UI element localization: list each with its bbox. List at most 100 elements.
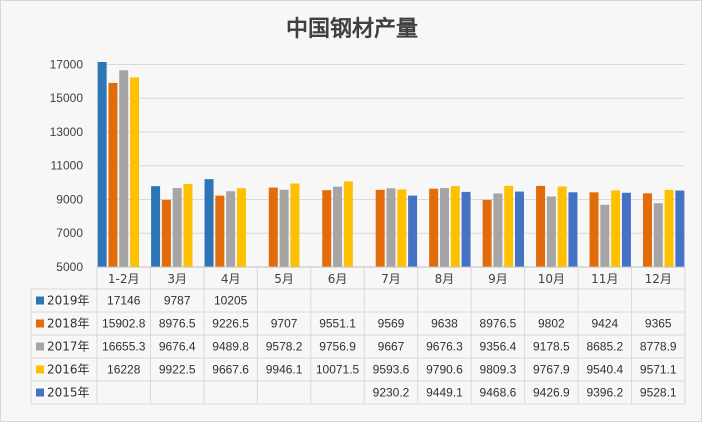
bar <box>621 192 631 267</box>
data-label: 9756.9 <box>319 340 356 354</box>
data-label: 15902.8 <box>102 317 146 331</box>
data-table: 1-2月 3月 4月 5月 6月 7月 8月 9月 10月 11月 12月 2019年 17146 978… <box>30 266 686 405</box>
y-tick-label: 15000 <box>50 91 84 105</box>
data-label: 9802 <box>538 317 565 331</box>
data-label: 9528.1 <box>640 386 677 400</box>
y-tick-label: 9000 <box>56 192 83 206</box>
data-label: 8685.2 <box>586 340 623 354</box>
bar <box>172 188 182 267</box>
data-label: 9468.6 <box>480 386 517 400</box>
bar <box>439 188 449 267</box>
chart-title: 中国钢材产量 <box>286 16 418 42</box>
bar <box>493 193 503 267</box>
y-tick-label: 13000 <box>50 125 84 139</box>
bar <box>97 61 107 267</box>
x-tick-label: 3月 <box>167 272 187 286</box>
legend-label: 2018年 <box>47 317 90 331</box>
data-label: 9424 <box>591 317 618 331</box>
data-label: 9676.4 <box>159 340 196 354</box>
bar <box>504 185 514 267</box>
data-label: 9365 <box>645 317 672 331</box>
bar <box>675 190 685 267</box>
bar <box>161 199 171 267</box>
bar <box>546 196 556 267</box>
data-label: 10205 <box>214 294 248 308</box>
data-label: 9638 <box>431 317 458 331</box>
bar <box>429 188 439 267</box>
data-label: 16228 <box>107 363 141 377</box>
bar <box>236 188 246 267</box>
data-label: 9449.1 <box>426 386 463 400</box>
bar <box>600 204 610 267</box>
bar <box>515 191 525 267</box>
data-label: 9922.5 <box>159 363 196 377</box>
y-tick-label: 11000 <box>51 159 84 173</box>
data-label: 9676.3 <box>426 340 463 354</box>
x-tick-label: 4月 <box>221 272 241 286</box>
x-tick-label: 5月 <box>274 272 294 286</box>
bar <box>482 199 492 267</box>
x-tick-label: 10月 <box>538 272 565 286</box>
legend-swatch <box>36 388 44 397</box>
bar <box>204 179 214 267</box>
data-label: 9809.3 <box>480 363 517 377</box>
bar <box>461 191 471 267</box>
bar <box>408 195 418 267</box>
data-label: 9707 <box>271 317 298 331</box>
data-label: 10071.5 <box>316 363 360 377</box>
data-label: 8976.5 <box>159 317 196 331</box>
data-label: 9356.4 <box>480 340 517 354</box>
x-tick-label: 8月 <box>435 272 455 286</box>
bar <box>664 189 674 267</box>
data-label: 9426.9 <box>533 386 570 400</box>
y-tick-label: 7000 <box>56 226 83 240</box>
bar <box>397 189 407 267</box>
data-label: 16655.3 <box>102 340 146 354</box>
bar <box>226 191 236 267</box>
data-label: 9787 <box>164 294 191 308</box>
bar <box>215 195 225 267</box>
legend-label: 2015年 <box>47 386 90 400</box>
x-tick-label: 9月 <box>488 272 508 286</box>
data-label: 9790.6 <box>426 363 463 377</box>
data-label: 9396.2 <box>586 386 623 400</box>
data-label: 9226.5 <box>212 317 249 331</box>
data-label: 9569 <box>378 317 405 331</box>
legend-swatch <box>36 365 44 374</box>
legend-label: 2016年 <box>47 363 90 377</box>
data-label: 9551.1 <box>319 317 356 331</box>
bar <box>611 190 621 267</box>
bar <box>343 181 353 267</box>
data-label: 9946.1 <box>266 363 303 377</box>
bar <box>119 70 129 267</box>
bar <box>183 183 193 267</box>
bar <box>386 188 396 267</box>
bar <box>536 185 546 267</box>
bar <box>279 189 289 267</box>
legend-swatch <box>36 296 44 305</box>
bar <box>151 186 161 267</box>
data-label: 9593.6 <box>373 363 410 377</box>
bar <box>290 183 300 267</box>
bar-series <box>97 61 685 267</box>
bar <box>108 82 118 267</box>
bar <box>653 203 663 267</box>
bar <box>130 77 140 267</box>
bar <box>450 186 460 267</box>
data-label: 9489.8 <box>212 340 249 354</box>
bar <box>642 193 652 267</box>
data-label: 9178.5 <box>533 340 570 354</box>
legend-swatch <box>36 342 44 351</box>
x-tick-label: 6月 <box>328 272 348 286</box>
data-label: 17146 <box>107 294 141 308</box>
bar <box>568 192 578 267</box>
x-tick-label: 1-2月 <box>108 272 140 286</box>
bar <box>322 190 332 267</box>
y-tick-label: 5000 <box>56 260 83 274</box>
bar <box>333 186 343 267</box>
legend-label: 2019年 <box>47 294 90 308</box>
data-label: 9667 <box>378 340 405 354</box>
x-tick-label: 7月 <box>381 272 401 286</box>
x-tick-label: 11月 <box>591 272 618 286</box>
